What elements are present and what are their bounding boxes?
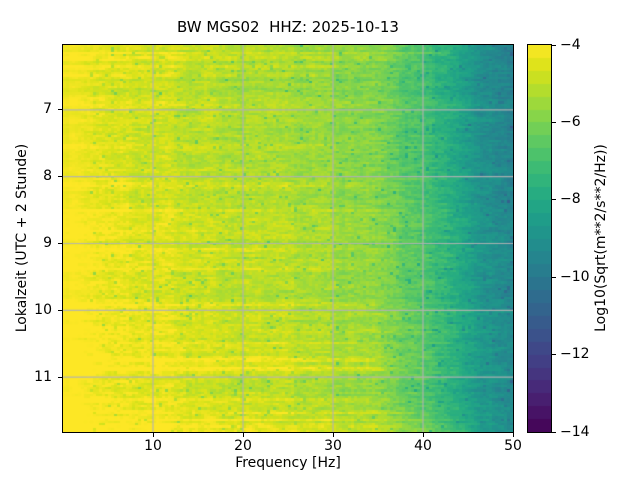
y-tick-label: 7 <box>43 101 52 118</box>
y-tick-label: 10 <box>34 301 52 318</box>
colorbar <box>528 45 551 432</box>
colorbar-label: Log10(Sqrt(m**2/s**2/Hz)) <box>593 144 609 332</box>
colorbar-tick-label: −8 <box>560 191 581 208</box>
colorbar-tick-label: −14 <box>560 423 590 440</box>
colorbar-tick-label: −12 <box>560 346 590 363</box>
colorbar-tick-mark <box>552 199 556 201</box>
x-axis-label: Frequency [Hz] <box>235 455 341 471</box>
x-tick-mark <box>152 433 154 437</box>
x-tick-label: 10 <box>144 438 162 454</box>
y-tick-label: 9 <box>43 235 52 251</box>
x-tick-mark <box>242 433 244 437</box>
x-tick-label: 20 <box>234 438 252 454</box>
spectrogram-canvas <box>63 45 513 432</box>
y-tick-mark <box>58 243 62 244</box>
colorbar-tick-label: −6 <box>560 113 581 130</box>
x-tick-mark <box>422 433 424 437</box>
x-tick-mark <box>332 433 334 437</box>
y-tick-mark <box>58 376 62 378</box>
y-tick-label: 8 <box>43 168 52 185</box>
x-tick-mark <box>512 433 514 437</box>
x-tick-label: 40 <box>414 438 432 454</box>
colorbar-tick-mark <box>552 431 556 433</box>
colorbar-tick-mark <box>552 121 556 123</box>
x-tick-label: 30 <box>324 438 342 454</box>
colorbar-canvas <box>528 45 551 432</box>
y-tick-mark <box>58 176 62 178</box>
colorbar-tick-mark <box>552 44 556 46</box>
x-tick-label: 50 <box>504 438 522 454</box>
spectrogram-plot-area <box>63 45 513 432</box>
colorbar-tick-mark <box>552 354 556 356</box>
y-tick-mark <box>58 109 62 111</box>
y-tick-label: 11 <box>34 368 52 385</box>
colorbar-tick-mark <box>552 276 556 278</box>
colorbar-tick-label: −10 <box>560 268 590 285</box>
colorbar-tick-label: −4 <box>560 36 581 53</box>
y-tick-mark <box>58 309 62 311</box>
plot-title: BW MGS02 HHZ: 2025-10-13 <box>177 18 399 36</box>
